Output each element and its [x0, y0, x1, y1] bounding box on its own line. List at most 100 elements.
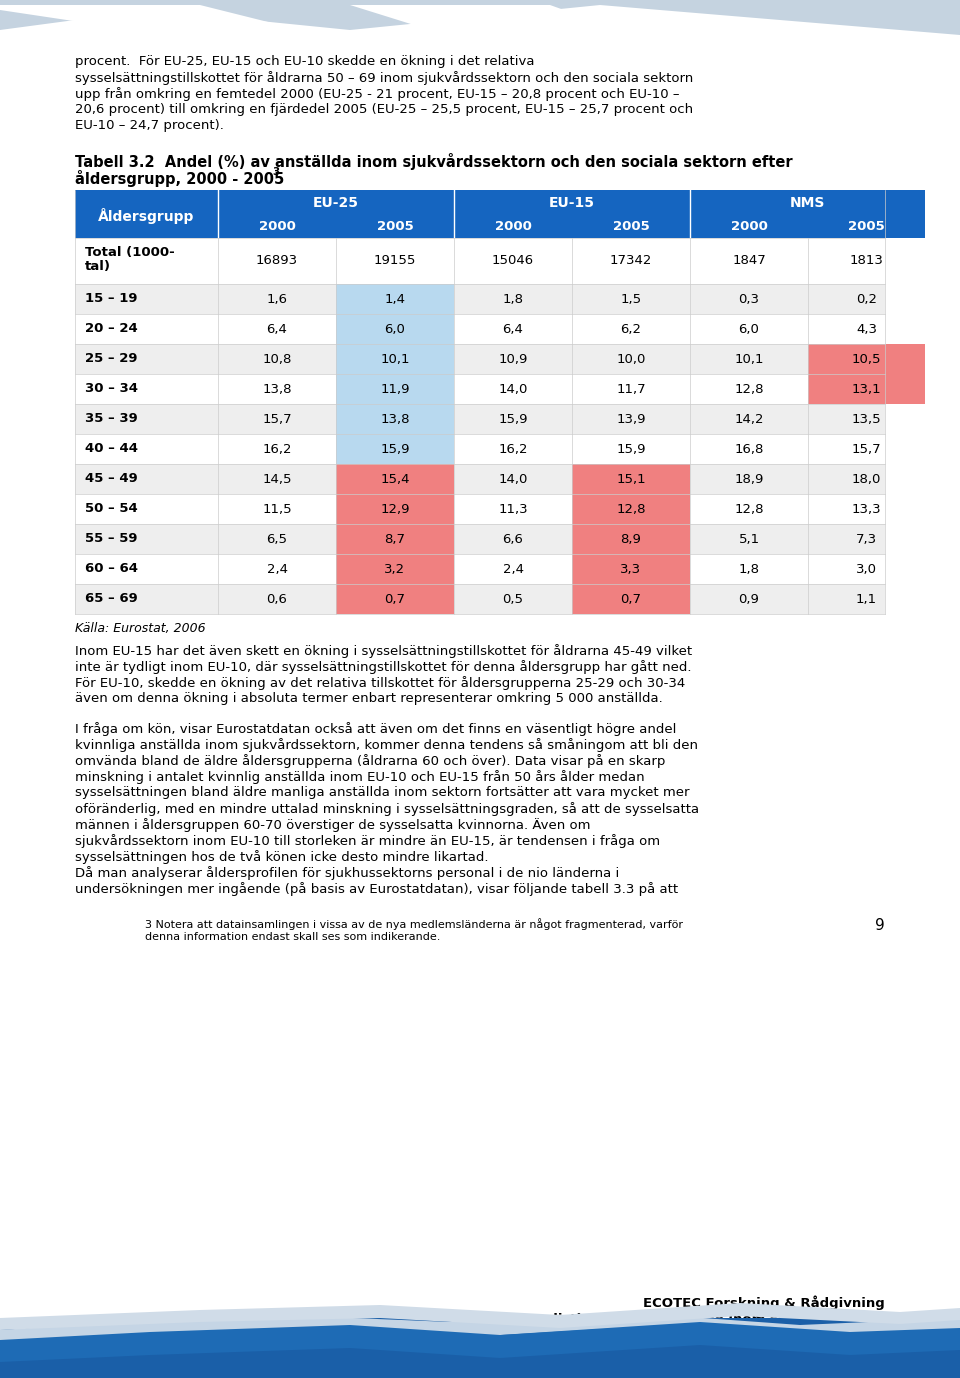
Text: 1,4: 1,4	[385, 292, 405, 306]
Bar	[336, 464, 454, 493]
Text: 12,8: 12,8	[734, 383, 764, 395]
Text: 16,8: 16,8	[734, 442, 764, 456]
Bar	[572, 464, 690, 493]
Bar	[572, 216, 690, 238]
Text: 8,9: 8,9	[620, 532, 641, 546]
Text: upp från omkring en femtedel 2000 (EU-25 - 21 procent, EU-15 – 20,8 procent och : upp från omkring en femtedel 2000 (EU-25…	[75, 87, 680, 101]
Bar	[454, 216, 572, 238]
Text: 15046: 15046	[492, 255, 534, 267]
Text: 6,6: 6,6	[503, 532, 523, 546]
Bar	[218, 216, 336, 238]
Text: 3,0: 3,0	[856, 562, 877, 576]
Bar	[75, 584, 885, 615]
Text: För EU-10, skedde en ökning av det relativa tillskottet för åldersgrupperna 25-2: För EU-10, skedde en ökning av det relat…	[75, 677, 685, 690]
Text: Åldersgrupp: Åldersgrupp	[98, 208, 195, 225]
Text: 40 – 44: 40 – 44	[85, 442, 138, 456]
Text: 3: 3	[272, 167, 279, 176]
Text: 6,0: 6,0	[738, 322, 759, 335]
Text: tal): tal)	[85, 260, 111, 273]
Text: 60 – 64: 60 – 64	[85, 562, 138, 576]
Text: 1,1: 1,1	[856, 593, 877, 605]
Bar	[808, 344, 925, 373]
Polygon shape	[0, 0, 960, 34]
Bar	[572, 524, 690, 554]
Text: 6,4: 6,4	[503, 322, 523, 335]
Bar	[572, 554, 690, 584]
Text: 2,4: 2,4	[267, 562, 287, 576]
Text: 13,8: 13,8	[262, 383, 292, 395]
Text: Källa: Eurostat, 2006: Källa: Eurostat, 2006	[75, 621, 205, 635]
Text: 14,5: 14,5	[262, 473, 292, 485]
Text: 13,3: 13,3	[852, 503, 881, 515]
Text: 18,9: 18,9	[734, 473, 764, 485]
Text: 14,2: 14,2	[734, 412, 764, 426]
Text: 2000: 2000	[258, 220, 296, 233]
Bar	[336, 434, 454, 464]
Text: 13,8: 13,8	[380, 412, 410, 426]
Text: 15,9: 15,9	[498, 412, 528, 426]
Text: 19155: 19155	[373, 255, 417, 267]
Bar	[454, 190, 690, 216]
Text: undersökningen mer ingående (på basis av Eurostatdatan), visar följande tabell 3: undersökningen mer ingående (på basis av…	[75, 882, 678, 896]
Text: 0,7: 0,7	[385, 593, 405, 605]
Text: männen i åldersgruppen 60-70 överstiger de sysselsatta kvinnorna. Även om: männen i åldersgruppen 60-70 överstiger …	[75, 819, 590, 832]
Text: 15,7: 15,7	[852, 442, 881, 456]
Bar	[0, 1317, 960, 1378]
Bar	[75, 373, 885, 404]
Polygon shape	[0, 1304, 960, 1330]
Text: Inom EU-15 har det även skett en ökning i sysselsättningstillskottet för åldrarn: Inom EU-15 har det även skett en ökning …	[75, 644, 692, 657]
Bar	[690, 216, 808, 238]
Text: 8,7: 8,7	[385, 532, 405, 546]
Text: EU-15: EU-15	[549, 196, 595, 209]
Text: 6,0: 6,0	[385, 322, 405, 335]
Bar	[75, 434, 885, 464]
Text: 1,5: 1,5	[620, 292, 641, 306]
Bar	[336, 404, 454, 434]
Text: procent.  För EU-25, EU-15 och EU-10 skedde en ökning i det relativa: procent. För EU-25, EU-15 och EU-10 sked…	[75, 55, 535, 68]
Text: 1,8: 1,8	[738, 562, 759, 576]
Bar	[572, 584, 690, 615]
Text: Då man analyserar åldersprofilen för sjukhussektorns personal i de nio länderna : Då man analyserar åldersprofilen för sju…	[75, 865, 619, 881]
Text: 14,0: 14,0	[498, 383, 528, 395]
Text: 11,9: 11,9	[380, 383, 410, 395]
Text: sysselsättningstillskottet för åldrarna 50 – 69 inom sjukvårdssektorn och den so: sysselsättningstillskottet för åldrarna …	[75, 72, 693, 85]
Text: åldersgrupp, 2000 - 2005: åldersgrupp, 2000 - 2005	[75, 169, 284, 187]
Text: omvända bland de äldre åldersgrupperna (åldrarna 60 och över). Data visar på en : omvända bland de äldre åldersgrupperna (…	[75, 754, 665, 768]
Text: 12,8: 12,8	[616, 503, 646, 515]
Text: 2005: 2005	[848, 220, 885, 233]
Text: oföränderlig, med en mindre uttalad minskning i sysselsättningsgraden, så att de: oföränderlig, med en mindre uttalad mins…	[75, 802, 699, 816]
Text: 35 – 39: 35 – 39	[85, 412, 137, 426]
Bar	[75, 344, 885, 373]
Bar	[75, 554, 885, 584]
Text: EU-25: EU-25	[313, 196, 359, 209]
Bar	[690, 190, 925, 216]
Text: 10,8: 10,8	[262, 353, 292, 365]
Polygon shape	[0, 1322, 960, 1361]
Text: minskning i antalet kvinnlig anställda inom EU-10 och EU-15 från 50 års ålder me: minskning i antalet kvinnlig anställda i…	[75, 770, 644, 784]
Text: 2005: 2005	[376, 220, 414, 233]
Text: 0,7: 0,7	[620, 593, 641, 605]
Text: 1,6: 1,6	[267, 292, 287, 306]
Bar	[75, 284, 885, 314]
Text: 1,8: 1,8	[502, 292, 523, 306]
Text: 20,6 procent) till omkring en fjärdedel 2005 (EU-25 – 25,5 procent, EU-15 – 25,7: 20,6 procent) till omkring en fjärdedel …	[75, 103, 693, 116]
Text: 15,4: 15,4	[380, 473, 410, 485]
Text: 3,2: 3,2	[384, 562, 405, 576]
Text: 12,8: 12,8	[734, 503, 764, 515]
Text: 11,5: 11,5	[262, 503, 292, 515]
Text: 2000: 2000	[494, 220, 532, 233]
Bar	[572, 493, 690, 524]
Polygon shape	[350, 6, 620, 30]
Text: EU-10 – 24,7 procent).: EU-10 – 24,7 procent).	[75, 119, 224, 132]
Text: 16,2: 16,2	[498, 442, 528, 456]
Bar	[808, 373, 925, 404]
Text: 2000: 2000	[731, 220, 767, 233]
Text: 18,0: 18,0	[852, 473, 881, 485]
Text: 3,3: 3,3	[620, 562, 641, 576]
Text: 10,1: 10,1	[734, 353, 764, 365]
Text: 12,9: 12,9	[380, 503, 410, 515]
Text: 0,9: 0,9	[738, 593, 759, 605]
Bar	[336, 584, 454, 615]
Text: 0,6: 0,6	[267, 593, 287, 605]
Bar	[75, 314, 885, 344]
